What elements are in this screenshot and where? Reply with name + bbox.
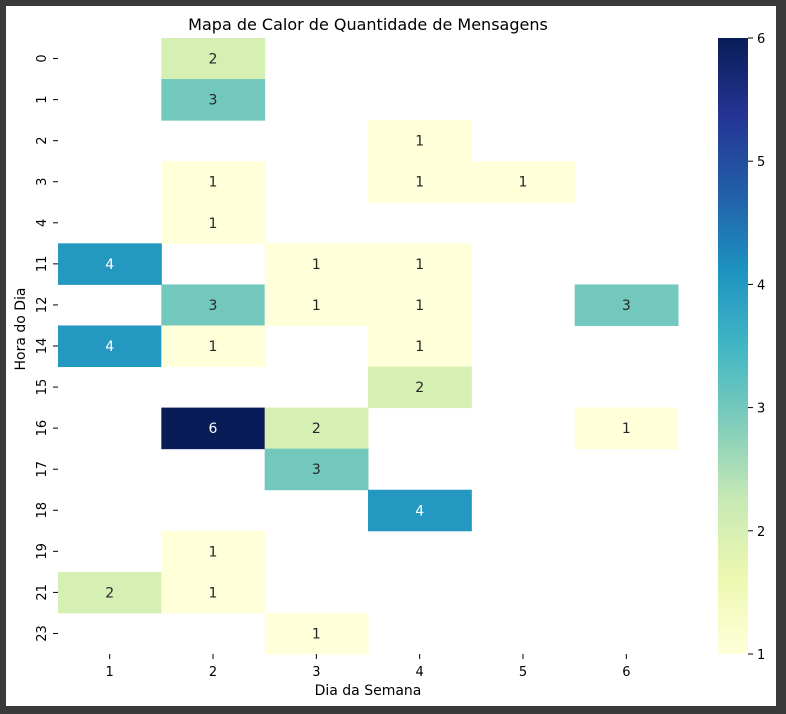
y-tick-label: 3 bbox=[35, 178, 50, 186]
cell-value-label: 1 bbox=[209, 544, 218, 560]
colorbar: 1 2 3 4 5 6 bbox=[718, 32, 765, 663]
heatmap-cell bbox=[368, 284, 472, 326]
heatmap-cell bbox=[161, 202, 266, 244]
chart-frame: Mapa de Calor de Quantidade de Mensagens… bbox=[6, 6, 776, 706]
heatmap-cell bbox=[368, 243, 472, 285]
x-tick-label: 6 bbox=[622, 665, 630, 680]
heatmap-cell bbox=[368, 161, 472, 203]
heatmap-cell bbox=[161, 407, 266, 450]
cell-value-label: 3 bbox=[209, 93, 218, 109]
y-tick-label: 12 bbox=[35, 297, 50, 314]
colorbar-tick-label: 6 bbox=[757, 32, 765, 47]
heatmap-cell bbox=[368, 120, 472, 162]
y-tick-label: 23 bbox=[35, 625, 50, 642]
colorbar-tick-label: 4 bbox=[757, 278, 765, 293]
heatmap-cell bbox=[161, 325, 266, 368]
colorbar-tick-label: 1 bbox=[757, 648, 765, 663]
heatmap-cell bbox=[264, 448, 369, 491]
cell-value-label: 2 bbox=[209, 52, 218, 68]
cell-value-label: 2 bbox=[312, 421, 321, 437]
heatmap-chart: Mapa de Calor de Quantidade de Mensagens… bbox=[13, 15, 765, 699]
heatmap-cells: 2 3 1 1 1 1 1 4 1 1 3 1 1 3 4 1 1 2 6 2 1 3 4 1 2 1 1 bbox=[58, 38, 679, 655]
cell-value-label: 1 bbox=[209, 339, 218, 355]
colorbar-gradient bbox=[718, 38, 748, 654]
heatmap-cell bbox=[161, 571, 266, 614]
colorbar-tick-label: 3 bbox=[757, 402, 765, 417]
cell-value-label: 1 bbox=[622, 421, 631, 437]
y-tick-label: 17 bbox=[35, 461, 50, 478]
cell-value-label: 1 bbox=[415, 339, 424, 355]
heatmap-cell bbox=[161, 530, 266, 573]
cell-value-label: 1 bbox=[312, 257, 321, 273]
x-axis-label: Dia da Semana bbox=[315, 683, 422, 699]
x-axis: 1 2 3 4 5 6 bbox=[106, 654, 630, 680]
heatmap-cell bbox=[58, 243, 162, 285]
heatmap-cell bbox=[58, 325, 162, 368]
cell-value-label: 1 bbox=[209, 175, 218, 191]
y-tick-label: 11 bbox=[35, 256, 50, 273]
cell-value-label: 2 bbox=[105, 585, 114, 601]
heatmap-cell bbox=[161, 79, 266, 121]
y-tick-label: 2 bbox=[35, 137, 50, 145]
cell-value-label: 4 bbox=[105, 257, 114, 273]
heatmap-cell bbox=[471, 161, 576, 203]
cell-value-label: 1 bbox=[415, 175, 424, 191]
heatmap-cell bbox=[161, 161, 266, 203]
heatmap-cell bbox=[264, 612, 369, 655]
cell-value-label: 1 bbox=[519, 175, 528, 191]
heatmap-cell bbox=[264, 407, 369, 450]
cell-value-label: 4 bbox=[105, 339, 114, 355]
heatmap-cell bbox=[368, 489, 472, 532]
colorbar-tick-label: 5 bbox=[757, 155, 765, 170]
cell-value-label: 1 bbox=[209, 585, 218, 601]
y-tick-label: 14 bbox=[35, 338, 50, 355]
cell-value-label: 1 bbox=[312, 626, 321, 642]
y-tick-label: 21 bbox=[35, 584, 50, 601]
cell-value-label: 3 bbox=[312, 462, 321, 478]
cell-value-label: 6 bbox=[209, 421, 218, 437]
cell-value-label: 1 bbox=[209, 216, 218, 232]
cell-value-label: 1 bbox=[312, 298, 321, 314]
y-axis-label: Hora do Dia bbox=[13, 287, 29, 370]
y-tick-label: 4 bbox=[35, 219, 50, 227]
y-tick-label: 1 bbox=[35, 95, 50, 103]
cell-value-label: 1 bbox=[415, 257, 424, 273]
heatmap-cell bbox=[264, 284, 369, 326]
cell-value-label: 3 bbox=[209, 298, 218, 314]
y-tick-label: 0 bbox=[35, 54, 50, 62]
heatmap-cell bbox=[58, 571, 162, 614]
y-tick-label: 19 bbox=[35, 543, 50, 560]
heatmap-cell bbox=[161, 284, 266, 326]
x-tick-label: 5 bbox=[519, 665, 527, 680]
y-tick-label: 15 bbox=[35, 379, 50, 396]
heatmap-cell bbox=[574, 407, 679, 450]
colorbar-tick-label: 2 bbox=[757, 525, 765, 540]
x-tick-label: 1 bbox=[106, 665, 114, 680]
cell-value-label: 1 bbox=[415, 134, 424, 150]
x-tick-label: 3 bbox=[312, 665, 320, 680]
cell-value-label: 2 bbox=[415, 380, 424, 396]
y-tick-label: 16 bbox=[35, 420, 50, 437]
heatmap-cell bbox=[368, 325, 472, 368]
cell-value-label: 3 bbox=[622, 298, 631, 314]
x-tick-label: 2 bbox=[209, 665, 217, 680]
heatmap-cell bbox=[161, 38, 266, 80]
cell-value-label: 1 bbox=[415, 298, 424, 314]
cell-value-label: 4 bbox=[415, 503, 424, 519]
y-tick-label: 18 bbox=[35, 502, 50, 519]
x-tick-label: 4 bbox=[416, 665, 424, 680]
chart-title: Mapa de Calor de Quantidade de Mensagens bbox=[188, 15, 548, 34]
heatmap-cell bbox=[264, 243, 369, 285]
heatmap-cell bbox=[574, 284, 679, 326]
heatmap-cell bbox=[368, 366, 472, 409]
